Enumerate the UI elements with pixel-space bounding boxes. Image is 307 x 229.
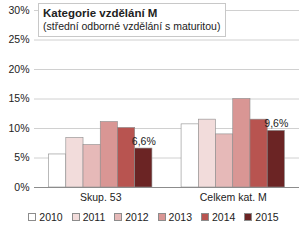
svg-text:20%: 20% [8, 63, 29, 75]
html-text:2014: 2014 [212, 211, 236, 223]
svg-text:5%: 5% [14, 151, 29, 163]
html-text:Kategorie vzdělání M: Kategorie vzdělání M [43, 7, 158, 19]
svg-text:10%: 10% [8, 122, 29, 134]
html-text:2010: 2010 [39, 211, 63, 223]
html-text:2012: 2012 [125, 211, 149, 223]
svg-text:25%: 25% [8, 33, 29, 45]
svg-text:0%: 0% [14, 181, 29, 193]
html-text:2015: 2015 [255, 211, 279, 223]
html-text:2013: 2013 [168, 211, 192, 223]
svg-text:15%: 15% [8, 92, 29, 104]
svg-text:Skup. 53: Skup. 53 [80, 191, 122, 203]
svg-text:30%: 30% [8, 4, 29, 16]
html-text:2011: 2011 [82, 211, 106, 223]
svg-text:Celkem kat. M: Celkem kat. M [200, 191, 267, 203]
html-text:(střední odborné vzdělání s ma: (střední odborné vzdělání s maturitou) [43, 20, 221, 32]
svg-text:9,6%: 9,6% [264, 117, 288, 129]
svg-text:6,6%: 6,6% [132, 135, 156, 147]
